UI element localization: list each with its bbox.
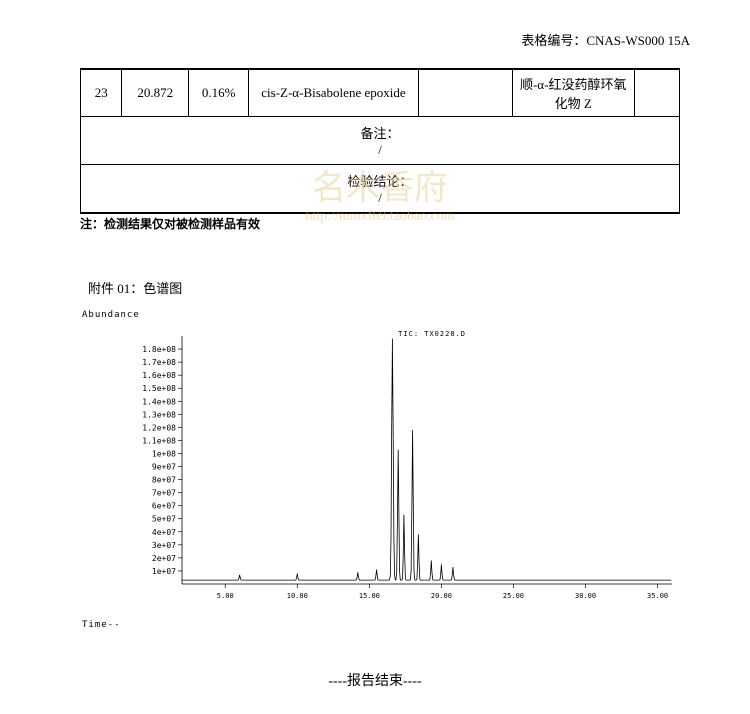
svg-text:3e+07: 3e+07 <box>152 541 176 550</box>
svg-text:35.00: 35.00 <box>647 592 668 600</box>
svg-text:30.00: 30.00 <box>575 592 596 600</box>
end-of-report: ----报告结束---- <box>0 670 750 690</box>
remark-value: / <box>87 142 673 158</box>
svg-text:15.00: 15.00 <box>359 592 380 600</box>
cell-tail <box>634 69 679 117</box>
svg-text:1.4e+08: 1.4e+08 <box>142 397 176 406</box>
remark-row: 备注： / <box>81 117 680 165</box>
svg-text:6e+07: 6e+07 <box>152 502 176 511</box>
x-axis-label: Time-- <box>82 620 121 630</box>
conclusion-row: 检验结论： / <box>81 165 680 214</box>
attachment-label: 附件 01：色谱图 <box>88 278 182 297</box>
cell-rt: 20.872 <box>122 69 189 117</box>
conclusion-value: / <box>87 190 673 206</box>
cell-name-en: cis-Z-α-Bisabolene epoxide <box>249 69 419 117</box>
note-text: 注：检测结果仅对被检测样品有效 <box>80 215 260 232</box>
svg-text:1.3e+08: 1.3e+08 <box>142 410 176 419</box>
svg-text:1.7e+08: 1.7e+08 <box>142 358 176 367</box>
y-axis-label: Abundance <box>82 310 682 320</box>
cell-pct: 0.16% <box>189 69 249 117</box>
form-number-label: 表格编号： <box>521 33 586 48</box>
cell-blank <box>418 69 512 117</box>
svg-text:1.8e+08: 1.8e+08 <box>142 345 176 354</box>
chart-svg: 1.8e+08 1.7e+08 1.6e+08 1.5e+08 1.4e+08 1.3e+… <box>122 328 682 608</box>
svg-text:5.00: 5.00 <box>217 592 234 600</box>
conclusion-label: 检验结论： <box>87 171 673 190</box>
svg-text:2e+07: 2e+07 <box>152 554 176 563</box>
remark-label: 备注： <box>87 123 673 142</box>
svg-text:25.00: 25.00 <box>503 592 524 600</box>
svg-text:7e+07: 7e+07 <box>152 489 176 498</box>
svg-text:1.2e+08: 1.2e+08 <box>142 423 176 432</box>
svg-text:9e+07: 9e+07 <box>152 463 176 472</box>
table-row: 23 20.872 0.16% cis-Z-α-Bisabolene epoxi… <box>81 69 680 117</box>
svg-text:1e+07: 1e+07 <box>152 567 176 576</box>
svg-text:4e+07: 4e+07 <box>152 528 176 537</box>
svg-text:1.1e+08: 1.1e+08 <box>142 436 176 445</box>
svg-text:20.00: 20.00 <box>431 592 452 600</box>
form-number: 表格编号：CNAS-WS000 15A <box>521 30 690 49</box>
form-number-value: CNAS-WS000 15A <box>586 33 690 48</box>
svg-text:TIC: TX0228.D: TIC: TX0228.D <box>398 330 466 338</box>
cell-name-cn: 顺-α-红没药醇环氧化物 Z <box>512 69 634 117</box>
svg-text:10.00: 10.00 <box>287 592 308 600</box>
svg-text:5e+07: 5e+07 <box>152 515 176 524</box>
svg-text:1.6e+08: 1.6e+08 <box>142 371 176 380</box>
chromatogram-chart: Abundance 1.8e+081.7e+081.6e+081.5e+081.… <box>82 310 682 630</box>
results-table: 23 20.872 0.16% cis-Z-α-Bisabolene epoxi… <box>80 68 680 214</box>
svg-text:1e+08: 1e+08 <box>152 449 176 458</box>
svg-text:1.5e+08: 1.5e+08 <box>142 384 176 393</box>
svg-text:8e+07: 8e+07 <box>152 476 176 485</box>
cell-index: 23 <box>81 69 122 117</box>
